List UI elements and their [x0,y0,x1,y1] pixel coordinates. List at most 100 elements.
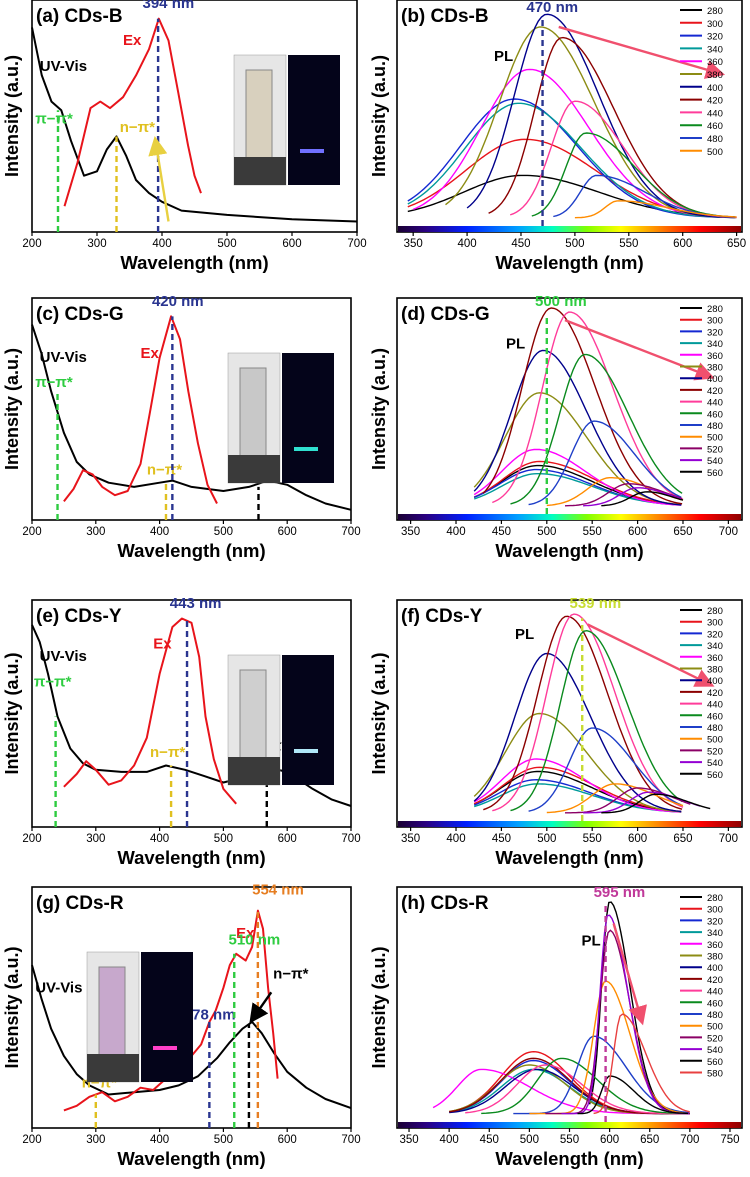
panel-title: (c) CDs-G [36,304,124,325]
cuvette [239,669,267,766]
panel-title: (f) CDs-Y [401,606,483,627]
x-tick-label: 400 [446,526,465,538]
legend-entry: 380 [680,70,723,81]
panel-a: 200 300 400 500 600 700 Wavelength (nm) Intensi… [2,0,367,273]
wavelength-colorbar [398,1122,741,1128]
photo-shadow [228,455,280,483]
plot-frame [31,886,352,1129]
pl-curve-300 [449,1050,690,1115]
series-label: UV-Vis [35,979,82,996]
legend-label: 280 [707,6,723,17]
photo-uv [282,655,334,785]
pl-curve-420 [482,307,683,505]
pl-curve-400 [466,13,736,219]
y-axis-label: Intensity (a.u.) [2,348,22,470]
legend-entry: 540 [680,456,723,467]
plot-frame [31,297,352,521]
pl-curve-340 [407,102,735,219]
pl-curve-460 [531,132,736,218]
legend-label: 400 [707,374,723,385]
panel-c: 200 300 400 500 600 700 Wavelength (nm) Intensi… [2,293,361,561]
legend-label: 340 [707,928,723,939]
legend-label: 500 [707,1022,723,1033]
marker-label: 478 nm [184,1007,236,1024]
y-axis-label: Intensity (a.u.) [2,55,22,177]
legend-entry: 420 [680,96,723,107]
series-ex [63,17,202,207]
photo-shadow [228,757,280,785]
legend-entry: 380 [680,363,723,374]
legend-entry: 280 [680,893,723,904]
marker-label: 500 nm [535,293,587,310]
x-tick-label: 600 [628,526,647,538]
y-axis-label: Intensity (a.u.) [2,652,22,774]
x-tick-label: 700 [680,1134,699,1146]
marker-label: π−π* [35,374,73,391]
x-tick-label: 200 [22,238,41,250]
x-tick-label: 600 [628,833,647,845]
x-tick-label: 200 [22,833,41,845]
legend-label: 380 [707,70,723,81]
legend-label: 580 [707,1069,723,1080]
x-tick-label: 650 [727,238,746,250]
legend-entry: 540 [680,1045,723,1056]
pl-curve-300 [473,766,682,812]
x-tick-label: 350 [399,1134,418,1146]
inset-photo [227,654,334,786]
x-tick-label: 600 [278,1134,297,1146]
x-tick-label: 400 [150,833,169,845]
x-tick-label: 400 [457,238,476,250]
x-tick-label: 200 [22,526,41,538]
pl-curve-420 [488,36,735,218]
marker-label: 420 nm [152,293,204,310]
legend-label: 440 [707,398,723,409]
wavelength-colorbar [398,226,741,232]
cuvette [98,966,126,1063]
legend-entry: 440 [680,398,723,409]
legend-label: 300 [707,19,723,30]
x-tick-label: 600 [673,238,692,250]
legend-entry: 460 [680,711,723,722]
x-axis-label: Wavelength (nm) [495,1148,643,1169]
series-ex [63,315,218,504]
pl-curve-500 [574,200,737,219]
x-tick-label: 650 [640,1134,659,1146]
panel-title: (d) CDs-G [401,304,490,325]
legend-entry: 440 [680,108,723,119]
x-tick-label: 300 [86,833,105,845]
cuvette [239,367,267,464]
legend-label: 500 [707,147,723,158]
plot-frame [31,599,352,828]
legend-entry: 460 [680,998,723,1009]
marker-label: 539 nm [570,595,622,612]
legend-entry: 440 [680,700,723,711]
legend-label: 400 [707,676,723,687]
legend-entry: 420 [680,975,723,986]
legend-entry: 480 [680,723,723,734]
legend-label: 520 [707,444,723,455]
legend-label: 340 [707,44,723,55]
legend-entry: 280 [680,6,723,17]
marker-label: 443 nm [170,595,222,612]
legend-entry: 300 [680,905,723,916]
legend-entry: 460 [680,409,723,420]
series-label: PL [582,933,601,950]
legend-label: 460 [707,409,723,420]
pl-curve-480 [528,420,682,506]
pl-curve-480 [513,1035,690,1115]
y-axis-label: Intensity (a.u.) [369,55,389,177]
x-axis-label: Wavelength (nm) [117,1148,265,1169]
wavelength-colorbar [398,514,741,520]
cuvette-glow [153,1046,177,1050]
x-tick-label: 600 [600,1134,619,1146]
series-label: UV-Vis [40,648,87,665]
series-label: UV-Vis [40,58,87,75]
series-label: Ex [236,925,255,942]
legend-label: 480 [707,1010,723,1021]
marker-label: n−π* [120,119,155,136]
x-tick-label: 400 [150,526,169,538]
photo-shadow [87,1054,139,1082]
x-tick-label: 600 [282,238,301,250]
x-tick-label: 200 [22,1134,41,1146]
pl-curve-560 [577,1075,689,1115]
